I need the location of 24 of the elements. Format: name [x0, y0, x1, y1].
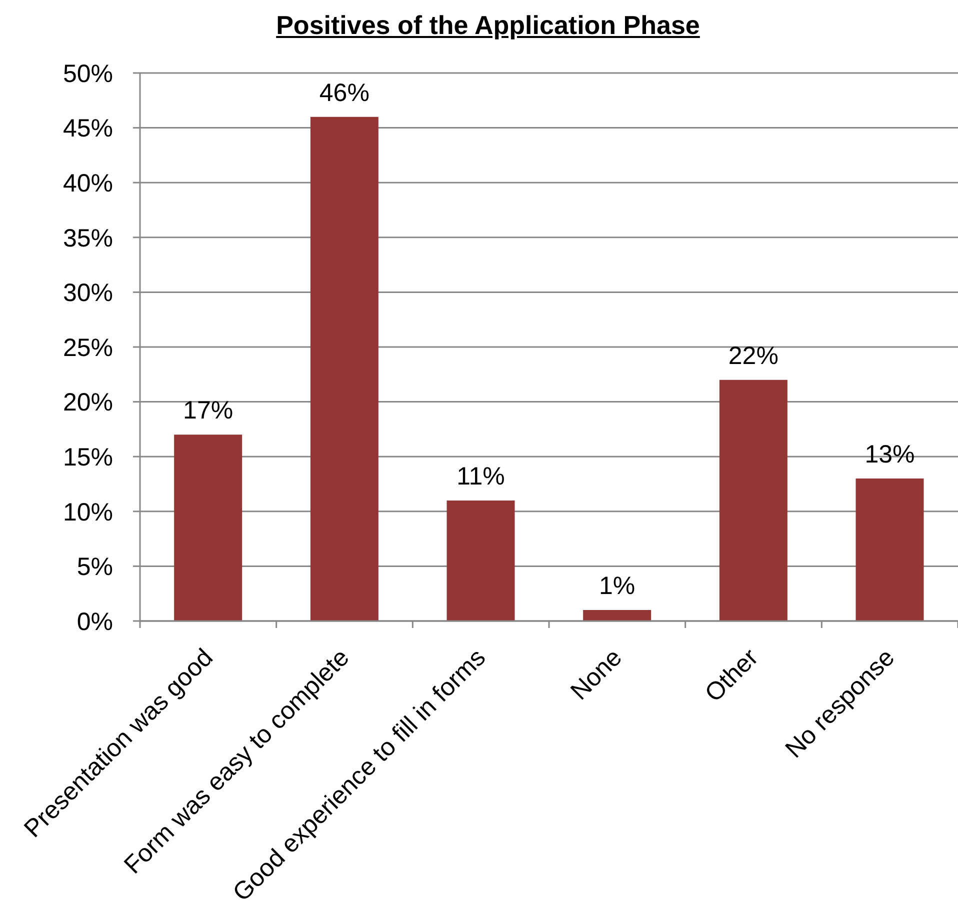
bar: [446, 500, 515, 621]
data-label: 17%: [183, 396, 234, 425]
y-tick-label: 35%: [62, 224, 113, 252]
data-label: 13%: [864, 440, 915, 469]
data-label: 46%: [319, 78, 370, 107]
y-tick-label: 50%: [62, 60, 113, 88]
y-tick-label: 45%: [62, 114, 113, 143]
data-label: 22%: [728, 342, 778, 370]
bar: [174, 434, 242, 621]
y-tick-label: 15%: [62, 443, 113, 472]
y-tick-label: 40%: [62, 169, 113, 198]
bar: [719, 380, 788, 621]
y-tick-label: 25%: [62, 334, 113, 362]
chart-title: Positives of the Application Phase: [275, 9, 701, 42]
bar: [310, 116, 378, 621]
y-tick-label: 5%: [76, 553, 113, 582]
y-tick-label: 30%: [62, 279, 113, 308]
bar: [583, 610, 652, 621]
data-label: 1%: [599, 572, 636, 600]
bar: [856, 478, 924, 621]
y-tick-label: 10%: [62, 498, 113, 526]
data-label: 11%: [456, 462, 505, 490]
y-tick-label: 0%: [76, 608, 113, 636]
y-tick-label: 20%: [62, 388, 113, 417]
